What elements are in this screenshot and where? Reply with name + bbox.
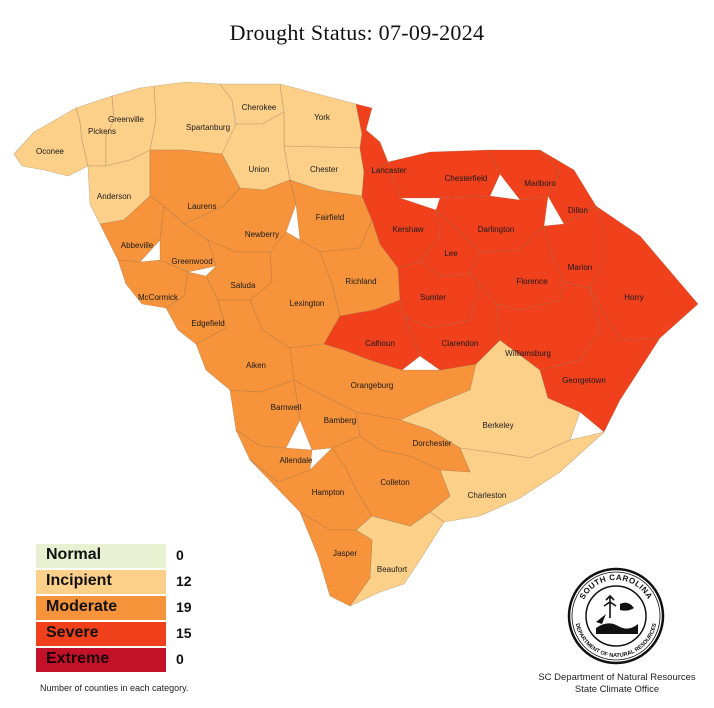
scdnr-seal-icon: SOUTH CAROLINA DEPARTMENT OF NATURAL RES… xyxy=(567,567,665,665)
county-label-berkeley: Berkeley xyxy=(482,421,513,430)
county-label-chester: Chester xyxy=(310,165,338,174)
legend-label-severe: Severe xyxy=(46,624,99,641)
legend-swatch-incipient xyxy=(36,570,166,594)
legend-label-incipient: Incipient xyxy=(46,572,112,589)
county-label-jasper: Jasper xyxy=(333,549,357,558)
legend-row-incipient: Incipient 12 xyxy=(36,570,206,594)
county-allendale xyxy=(235,429,313,483)
legend-label-moderate: Moderate xyxy=(46,598,118,615)
legend-swatch-moderate xyxy=(36,596,166,620)
county-label-lancaster: Lancaster xyxy=(371,166,406,175)
county-label-beaufort: Beaufort xyxy=(377,565,408,574)
county-colleton xyxy=(331,435,451,527)
county-label-newberry: Newberry xyxy=(245,230,279,239)
county-label-union: Union xyxy=(249,165,270,174)
county-chesterfield xyxy=(387,149,501,199)
county-lee xyxy=(419,209,481,277)
legend-row-normal: Normal 0 xyxy=(36,544,206,568)
county-label-cherokee: Cherokee xyxy=(242,103,277,112)
legend-swatch-extreme xyxy=(36,648,166,672)
legend-row-moderate: Moderate 19 xyxy=(36,596,206,620)
county-label-orangeburg: Orangeburg xyxy=(351,381,394,390)
county-label-colleton: Colleton xyxy=(380,478,409,487)
county-oconee xyxy=(13,107,89,177)
county-label-pickens: Pickens xyxy=(88,127,116,136)
county-label-greenwood: Greenwood xyxy=(171,257,212,266)
map-title: Drought Status: 07-09-2024 xyxy=(229,20,485,45)
county-label-york: York xyxy=(314,113,331,122)
agency-line-1: SC Department of Natural Resources xyxy=(538,672,696,683)
county-label-williamsburg: Williamsburg xyxy=(505,349,551,358)
county-barnwell xyxy=(229,379,301,449)
county-label-marlboro: Marlboro xyxy=(524,179,556,188)
county-label-florence: Florence xyxy=(516,277,548,286)
legend-count-severe: 15 xyxy=(176,625,192,641)
county-georgetown xyxy=(539,287,661,433)
county-label-mccormick: McCormick xyxy=(138,293,179,302)
county-label-barnwell: Barnwell xyxy=(271,403,302,412)
county-label-marion: Marion xyxy=(568,263,592,272)
legend-swatch-severe xyxy=(36,622,166,646)
county-label-dillon: Dillon xyxy=(568,206,588,215)
county-label-anderson: Anderson xyxy=(97,192,131,201)
county-label-oconee: Oconee xyxy=(36,147,65,156)
agency-credit: SC Department of Natural Resources State… xyxy=(520,672,714,696)
county-label-dorchester: Dorchester xyxy=(412,439,451,448)
county-label-lexington: Lexington xyxy=(290,299,325,308)
legend-label-extreme: Extreme xyxy=(46,650,110,667)
legend-note: Number of counties in each category. xyxy=(40,683,189,693)
county-label-allendale: Allendale xyxy=(280,456,313,465)
legend-count-extreme: 0 xyxy=(176,651,184,667)
county-label-spartanburg: Spartanburg xyxy=(186,123,230,132)
county-label-sumter: Sumter xyxy=(420,293,446,302)
county-label-georgetown: Georgetown xyxy=(562,376,606,385)
county-label-clarendon: Clarendon xyxy=(442,339,479,348)
county-calhoun xyxy=(323,299,421,371)
county-jasper xyxy=(299,511,373,607)
county-spartanburg xyxy=(149,81,237,155)
county-greenwood xyxy=(159,205,217,273)
county-label-hampton: Hampton xyxy=(312,488,344,497)
county-label-greenville: Greenville xyxy=(108,115,145,124)
county-label-aiken: Aiken xyxy=(246,361,266,370)
county-label-kershaw: Kershaw xyxy=(392,225,423,234)
legend-count-moderate: 19 xyxy=(176,599,192,615)
county-label-chesterfield: Chesterfield xyxy=(445,174,488,183)
county-label-bamberg: Bamberg xyxy=(324,416,356,425)
county-label-charleston: Charleston xyxy=(468,491,507,500)
legend-row-severe: Severe 15 xyxy=(36,622,206,646)
county-label-laurens: Laurens xyxy=(188,202,217,211)
county-label-horry: Horry xyxy=(624,293,644,302)
county-label-abbeville: Abbeville xyxy=(121,241,154,250)
legend-count-incipient: 12 xyxy=(176,573,192,589)
county-label-edgefield: Edgefield xyxy=(191,319,224,328)
county-label-darlington: Darlington xyxy=(478,225,514,234)
county-label-calhoun: Calhoun xyxy=(365,339,395,348)
agency-line-2: State Climate Office xyxy=(574,684,660,695)
legend-label-normal: Normal xyxy=(46,546,102,563)
legend-row-extreme: Extreme 0 xyxy=(36,648,206,672)
county-label-richland: Richland xyxy=(345,277,376,286)
county-label-lee: Lee xyxy=(444,249,458,258)
legend-count-normal: 0 xyxy=(176,547,184,563)
county-label-fairfield: Fairfield xyxy=(316,213,344,222)
legend-swatch-normal xyxy=(36,544,166,568)
county-label-saluda: Saluda xyxy=(231,281,256,290)
legend: Normal 0 Incipient 12 Moderate 19 Severe… xyxy=(36,544,206,674)
